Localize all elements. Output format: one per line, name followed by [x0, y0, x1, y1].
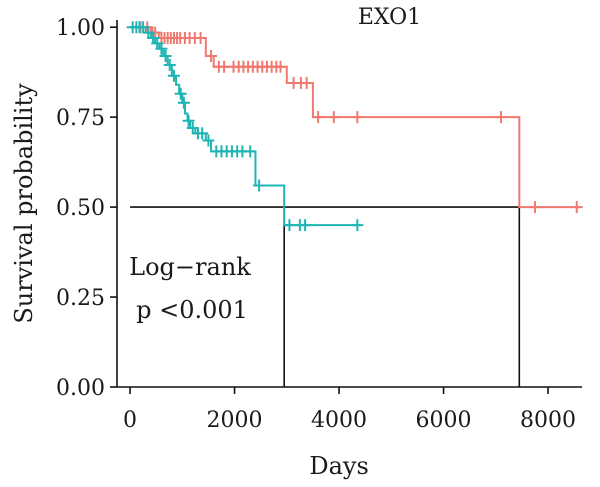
logrank-annotation-line-2: p <0.001 [136, 296, 248, 324]
x-axis-title: Days [309, 452, 368, 480]
y-axis-title: Survival probability [10, 83, 38, 324]
censor-mark-series-2-26 [253, 179, 266, 192]
censor-mark-series-2-15 [186, 121, 199, 134]
axes: 0.00 0.25 0.50 0.75 1.00 0 2000 4000 6000 8000 [56, 16, 582, 433]
censor-mark-series-1-15 [194, 31, 207, 44]
x-tick-label: 2000 [207, 408, 263, 433]
censor-mark-series-2-27 [283, 219, 296, 232]
y-tick-label: 0.75 [56, 106, 105, 131]
censor-mark-series-2-30 [351, 219, 364, 232]
censor-mark-series-1-33 [312, 111, 325, 124]
censor-mark-series-2-13 [177, 96, 190, 109]
censor-marks [126, 21, 583, 232]
x-tick-label: 6000 [416, 408, 472, 433]
censor-mark-series-2-18 [202, 134, 215, 147]
censor-mark-series-1-35 [351, 111, 364, 124]
censor-mark-series-2-8 [155, 42, 168, 55]
y-tick-label: 0.50 [56, 196, 105, 221]
chart-title: EXO1 [358, 5, 421, 30]
y-tick-label: 1.00 [56, 16, 105, 41]
censor-mark-series-2-29 [299, 219, 312, 232]
censor-mark-series-1-32 [300, 76, 313, 89]
censor-mark-series-1-16 [205, 49, 218, 62]
plot-lines [130, 26, 580, 387]
censor-mark-series-1-29 [274, 60, 287, 73]
x-tick-label: 8000 [520, 408, 576, 433]
censor-mark-series-1-34 [327, 111, 340, 124]
censor-mark-series-2-4 [137, 21, 150, 34]
censor-mark-series-2-11 [167, 69, 180, 82]
y-tick-label: 0.00 [56, 376, 105, 401]
censor-mark-series-2-9 [159, 49, 172, 62]
y-tick-label: 0.25 [56, 286, 105, 311]
logrank-annotation-line-1: Log−rank [129, 253, 251, 281]
x-tick-label: 4000 [311, 408, 367, 433]
censor-mark-series-1-38 [570, 201, 583, 214]
x-tick-label: 0 [123, 408, 137, 433]
censor-mark-series-2-17 [196, 127, 209, 140]
censor-mark-series-2-12 [174, 87, 187, 100]
chart-text: EXO1 Days Survival probability Log−rank p <0… [10, 5, 421, 480]
censor-mark-series-2-10 [163, 58, 176, 71]
censor-mark-series-1-36 [495, 111, 508, 124]
censor-mark-series-2-14 [182, 114, 195, 127]
censor-mark-series-1-37 [528, 201, 541, 214]
censor-mark-series-2-25 [244, 145, 257, 158]
